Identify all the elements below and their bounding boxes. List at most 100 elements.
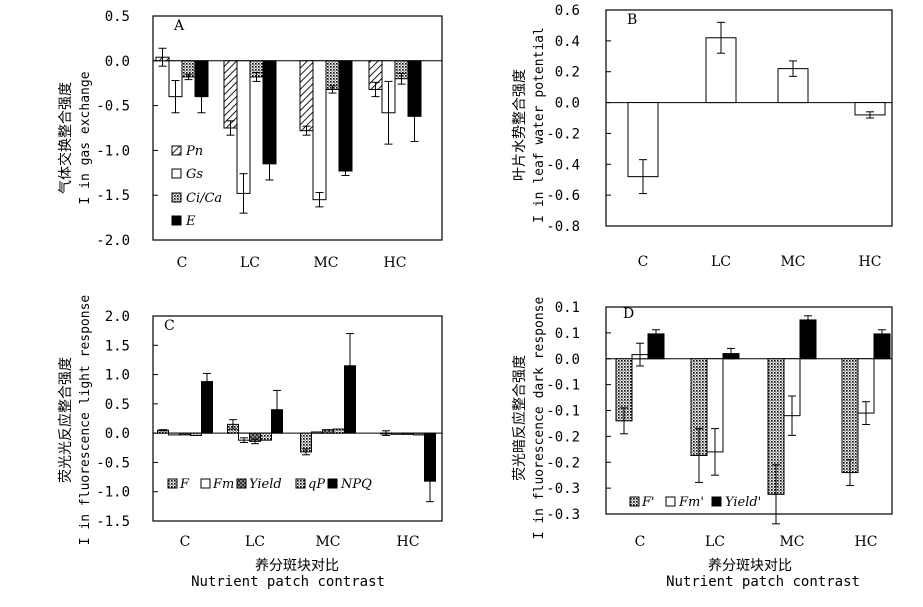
y-tick-label: -0.2 [546, 126, 580, 142]
legend-f-swatch [167, 478, 178, 489]
legend-gs-swatch [171, 168, 182, 179]
legend-e-swatch [171, 215, 182, 226]
panel-b: B 0.6 0.4 0.2 0.0 -0.2 -0.4 -0.6 -0.8 C LC MC HC 叶… [512, 3, 893, 270]
x-tick-label: HC [397, 534, 420, 550]
legend-fm-prime-label: Fm' [678, 495, 704, 510]
panel-d-label: D [623, 306, 634, 322]
y-tick-label: -0.1 [546, 404, 580, 420]
legend-f-label: F [179, 477, 190, 492]
x-tick-label: HC [384, 255, 407, 271]
panel-b-ylabel-cn: 叶片水势整合强度 [512, 69, 528, 181]
y-tick-label: -0.2 [546, 455, 580, 471]
panel-d-plot [606, 315, 892, 525]
legend-e-label: E [185, 214, 196, 229]
legend-f-prime-swatch [629, 496, 640, 507]
panel-d-ylabel-en: I in fluorescence dark response [532, 297, 547, 540]
panel-a-ylabel-en: I in gas exchange [78, 71, 93, 204]
y-tick-label: 0.0 [105, 426, 130, 442]
panel-b-label: B [627, 12, 637, 28]
bar [402, 432, 414, 435]
panel-d-y-ticks: 0.1 0.1 0.0 -0.1 -0.1 -0.2 -0.2 -0.3 -0.3 [546, 300, 611, 523]
bar [311, 431, 323, 434]
panel-c-label: C [164, 318, 175, 334]
y-tick-label: 0.0 [555, 352, 580, 368]
bar [413, 432, 425, 436]
y-tick-label: -1.5 [96, 188, 130, 204]
y-tick-label: -0.6 [546, 188, 580, 204]
x-tick-label: MC [780, 254, 805, 270]
panel-c-xlabel-en: Nutrient patch contrast [191, 574, 385, 590]
x-tick-label: C [635, 534, 646, 550]
y-tick-label: 2.0 [105, 309, 130, 325]
legend-cica-swatch [171, 192, 182, 203]
y-tick-label: -0.1 [546, 378, 580, 394]
panel-c-y-ticks: 2.0 1.5 1.0 0.5 0.0 -0.5 -1.0 -1.5 [96, 309, 158, 530]
bar [799, 319, 817, 360]
x-tick-label: LC [245, 534, 265, 550]
bar [190, 432, 202, 436]
panel-a: A 0.5 0.0 -0.5 -1.0 -1.5 -2.0 C LC MC HC Pn Gs C… [57, 9, 443, 271]
x-tick-label: C [638, 254, 649, 270]
legend-yield-prime-swatch [711, 496, 722, 507]
y-tick-label: -0.3 [546, 481, 580, 497]
y-tick-label: -1.5 [96, 514, 130, 530]
y-tick-label: 0.0 [555, 96, 580, 112]
bar [391, 432, 403, 435]
panel-c-ylabel-en: I in fluorescence light response [78, 295, 93, 546]
bar [179, 432, 191, 436]
panel-d-ylabel-cn: 荧光暗反应整合强度 [511, 355, 528, 481]
bar [312, 60, 327, 201]
bar [325, 60, 340, 90]
legend-gs-label: Gs [186, 167, 203, 182]
panel-a-frame [152, 15, 443, 241]
panel-b-ylabel-en: I in leaf water potential [532, 27, 547, 223]
panel-d: D 0.1 0.1 0.0 -0.1 -0.1 -0.2 -0.2 -0.3 -0.3 C LC M… [511, 297, 893, 590]
y-tick-label: -0.5 [96, 99, 130, 115]
bar [322, 429, 334, 434]
y-tick-label: -0.2 [546, 429, 580, 445]
bar [338, 60, 353, 172]
panel-c-x-ticks: C LC MC HC [180, 534, 420, 550]
bar [841, 358, 859, 474]
bar [168, 432, 180, 436]
panel-b-frame [605, 9, 893, 227]
legend-qp-label: qP [308, 477, 325, 492]
panel-c-xlabel-cn: 养分斑块对比 [255, 558, 339, 574]
legend-fm-label: Fm [212, 477, 234, 492]
y-tick-label: -0.8 [546, 219, 580, 235]
panel-c-ylabel-cn: 荧光光反应整合强度 [57, 357, 74, 483]
y-tick-label: 0.5 [105, 9, 130, 25]
x-tick-label: C [180, 534, 191, 550]
panel-b-y-ticks: 0.6 0.4 0.2 0.0 -0.2 -0.4 -0.6 -0.8 [546, 3, 611, 235]
legend-qp-swatch [295, 478, 306, 489]
legend-pn-swatch [171, 145, 182, 156]
y-tick-label: 0.1 [555, 326, 580, 342]
y-tick-label: 0.6 [555, 3, 580, 19]
y-tick-label: 0.5 [105, 397, 130, 413]
legend-pn-label: Pn [185, 144, 203, 159]
legend-yield-swatch [236, 478, 247, 489]
panel-a-label: A [173, 18, 185, 34]
legend-yield-prime-label: Yield' [725, 495, 761, 510]
panel-a-plot [153, 47, 442, 214]
y-tick-label: 0.0 [105, 54, 130, 70]
x-tick-label: C [177, 255, 188, 271]
y-tick-label: -1.0 [96, 143, 130, 159]
y-tick-label: 1.5 [105, 338, 130, 354]
panel-c-plot [153, 333, 442, 503]
x-tick-label: MC [315, 534, 340, 550]
legend-fm-prime-swatch [665, 496, 676, 507]
legend-cica-label: Ci/Ca [186, 191, 222, 206]
legend-npq-swatch [327, 478, 338, 489]
panel-a-x-ticks: C LC MC HC [177, 255, 407, 271]
legend-fm-swatch [200, 478, 211, 489]
panel-b-plot [606, 21, 892, 195]
x-tick-label: LC [711, 254, 731, 270]
y-tick-label: 1.0 [105, 368, 130, 384]
panel-d-legend: F' Fm' Yield' [629, 495, 761, 510]
y-tick-label: -2.0 [96, 233, 130, 249]
legend-npq-label: NPQ [340, 477, 372, 492]
panel-c-legend: F Fm Yield qP NPQ [167, 477, 372, 492]
y-tick-label: 0.2 [555, 65, 580, 81]
